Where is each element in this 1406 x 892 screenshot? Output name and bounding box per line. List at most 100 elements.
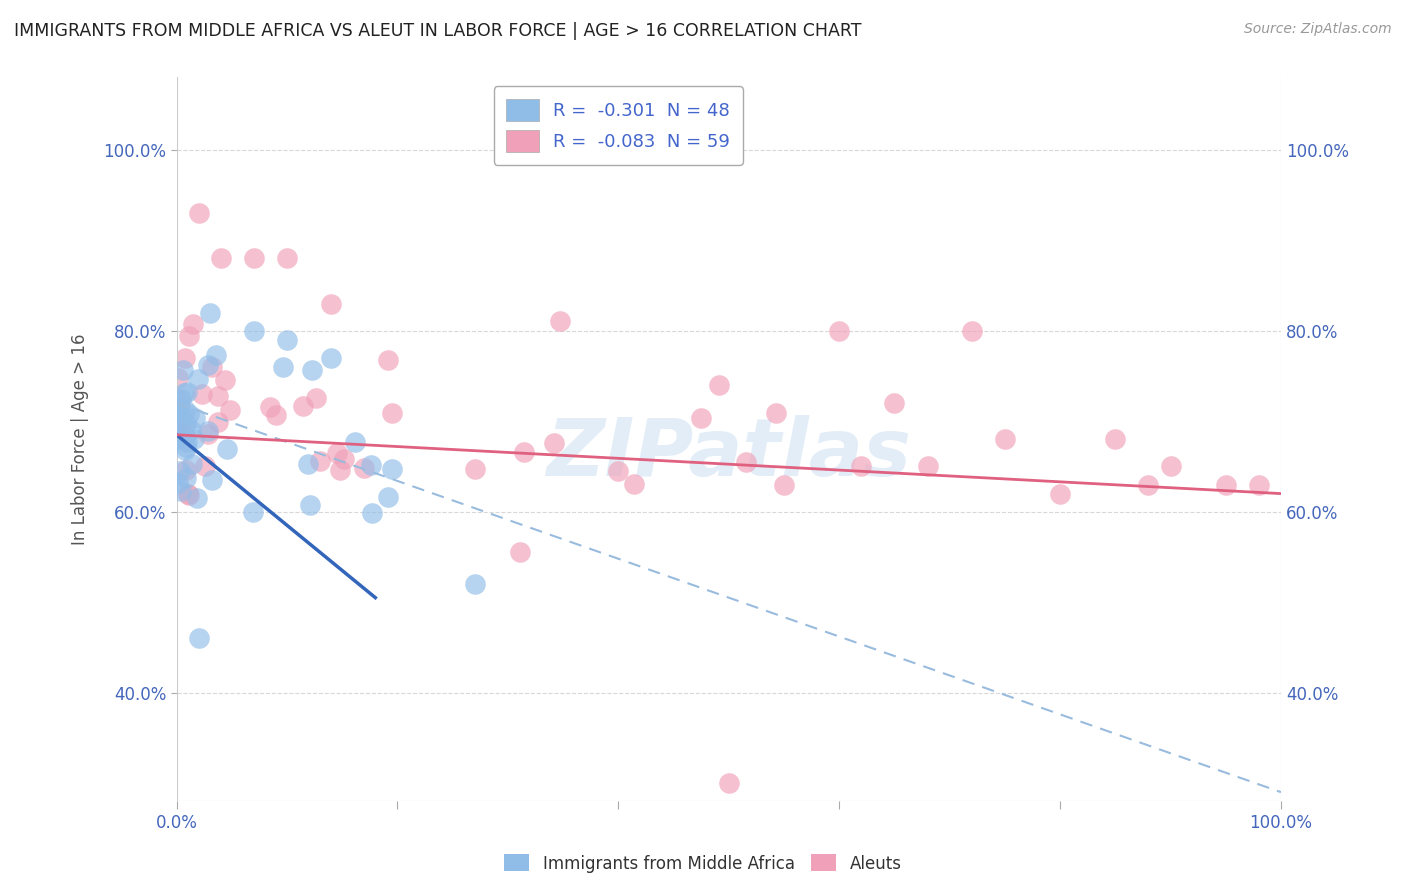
Point [174,402,197,417]
Legend: Immigrants from Middle Africa, Aleuts: Immigrants from Middle Africa, Aleuts [498,847,908,880]
Point [828,324,851,338]
Point [167,421,190,435]
Point [194,458,217,473]
Point [689,411,711,425]
Point [187,206,209,220]
Point [173,385,195,400]
Point [325,446,347,460]
Point [381,462,404,476]
Point [623,476,645,491]
Point [276,252,298,266]
Point [184,410,207,425]
Point [186,491,208,506]
Point [197,426,219,441]
Point [177,407,200,421]
Point [264,409,287,423]
Point [207,416,229,430]
Point [172,363,194,377]
Point [297,457,319,471]
Point [191,386,214,401]
Point [179,488,201,502]
Point [309,454,332,468]
Legend: R =  -0.301  N = 48, R =  -0.083  N = 59: R = -0.301 N = 48, R = -0.083 N = 59 [494,87,742,165]
Point [166,401,188,416]
Point [177,487,200,501]
Point [207,389,229,403]
Point [176,435,198,450]
Point [360,458,382,472]
Point [291,399,314,413]
Point [883,396,905,410]
Point [197,358,219,372]
Point [169,464,191,478]
Point [707,378,730,392]
Point [243,252,266,266]
Point [332,451,354,466]
Y-axis label: In Labor Force | Age > 16: In Labor Force | Age > 16 [72,334,89,545]
Point [361,506,384,520]
Point [180,457,202,471]
Point [305,391,328,405]
Point [166,432,188,446]
Point [176,463,198,477]
Point [734,455,756,469]
Point [509,545,531,559]
Point [170,392,193,406]
Point [543,435,565,450]
Point [166,429,188,443]
Text: IMMIGRANTS FROM MIDDLE AFRICA VS ALEUT IN LABOR FORCE | AGE > 16 CORRELATION CHA: IMMIGRANTS FROM MIDDLE AFRICA VS ALEUT I… [14,22,862,40]
Point [377,352,399,367]
Point [219,403,242,417]
Point [1247,477,1270,491]
Point [321,296,343,310]
Point [321,351,343,365]
Point [994,433,1017,447]
Point [217,442,239,457]
Point [198,306,221,320]
Point [169,401,191,415]
Point [381,406,404,420]
Text: ZIPatlas: ZIPatlas [547,415,911,492]
Point [464,577,486,591]
Point [765,406,787,420]
Point [201,360,224,375]
Point [209,252,232,266]
Point [166,475,188,490]
Point [1104,433,1126,447]
Point [174,440,197,454]
Point [242,505,264,519]
Point [464,462,486,476]
Point [180,423,202,437]
Point [548,314,571,328]
Point [353,460,375,475]
Point [717,776,740,790]
Point [214,373,236,387]
Point [329,463,352,477]
Point [606,463,628,477]
Point [170,484,193,499]
Point [851,459,873,474]
Point [166,392,188,406]
Point [183,432,205,446]
Text: Source: ZipAtlas.com: Source: ZipAtlas.com [1244,22,1392,37]
Point [181,317,204,331]
Point [271,360,294,375]
Point [176,384,198,399]
Point [773,477,796,491]
Point [243,324,266,338]
Point [169,410,191,425]
Point [173,425,195,440]
Point [174,471,197,485]
Point [205,348,228,362]
Point [259,400,281,414]
Point [298,499,321,513]
Point [301,363,323,377]
Point [377,490,399,504]
Point [177,328,200,343]
Point [960,324,983,338]
Point [201,473,224,487]
Point [1049,486,1071,500]
Point [167,411,190,425]
Point [187,632,209,646]
Point [173,442,195,457]
